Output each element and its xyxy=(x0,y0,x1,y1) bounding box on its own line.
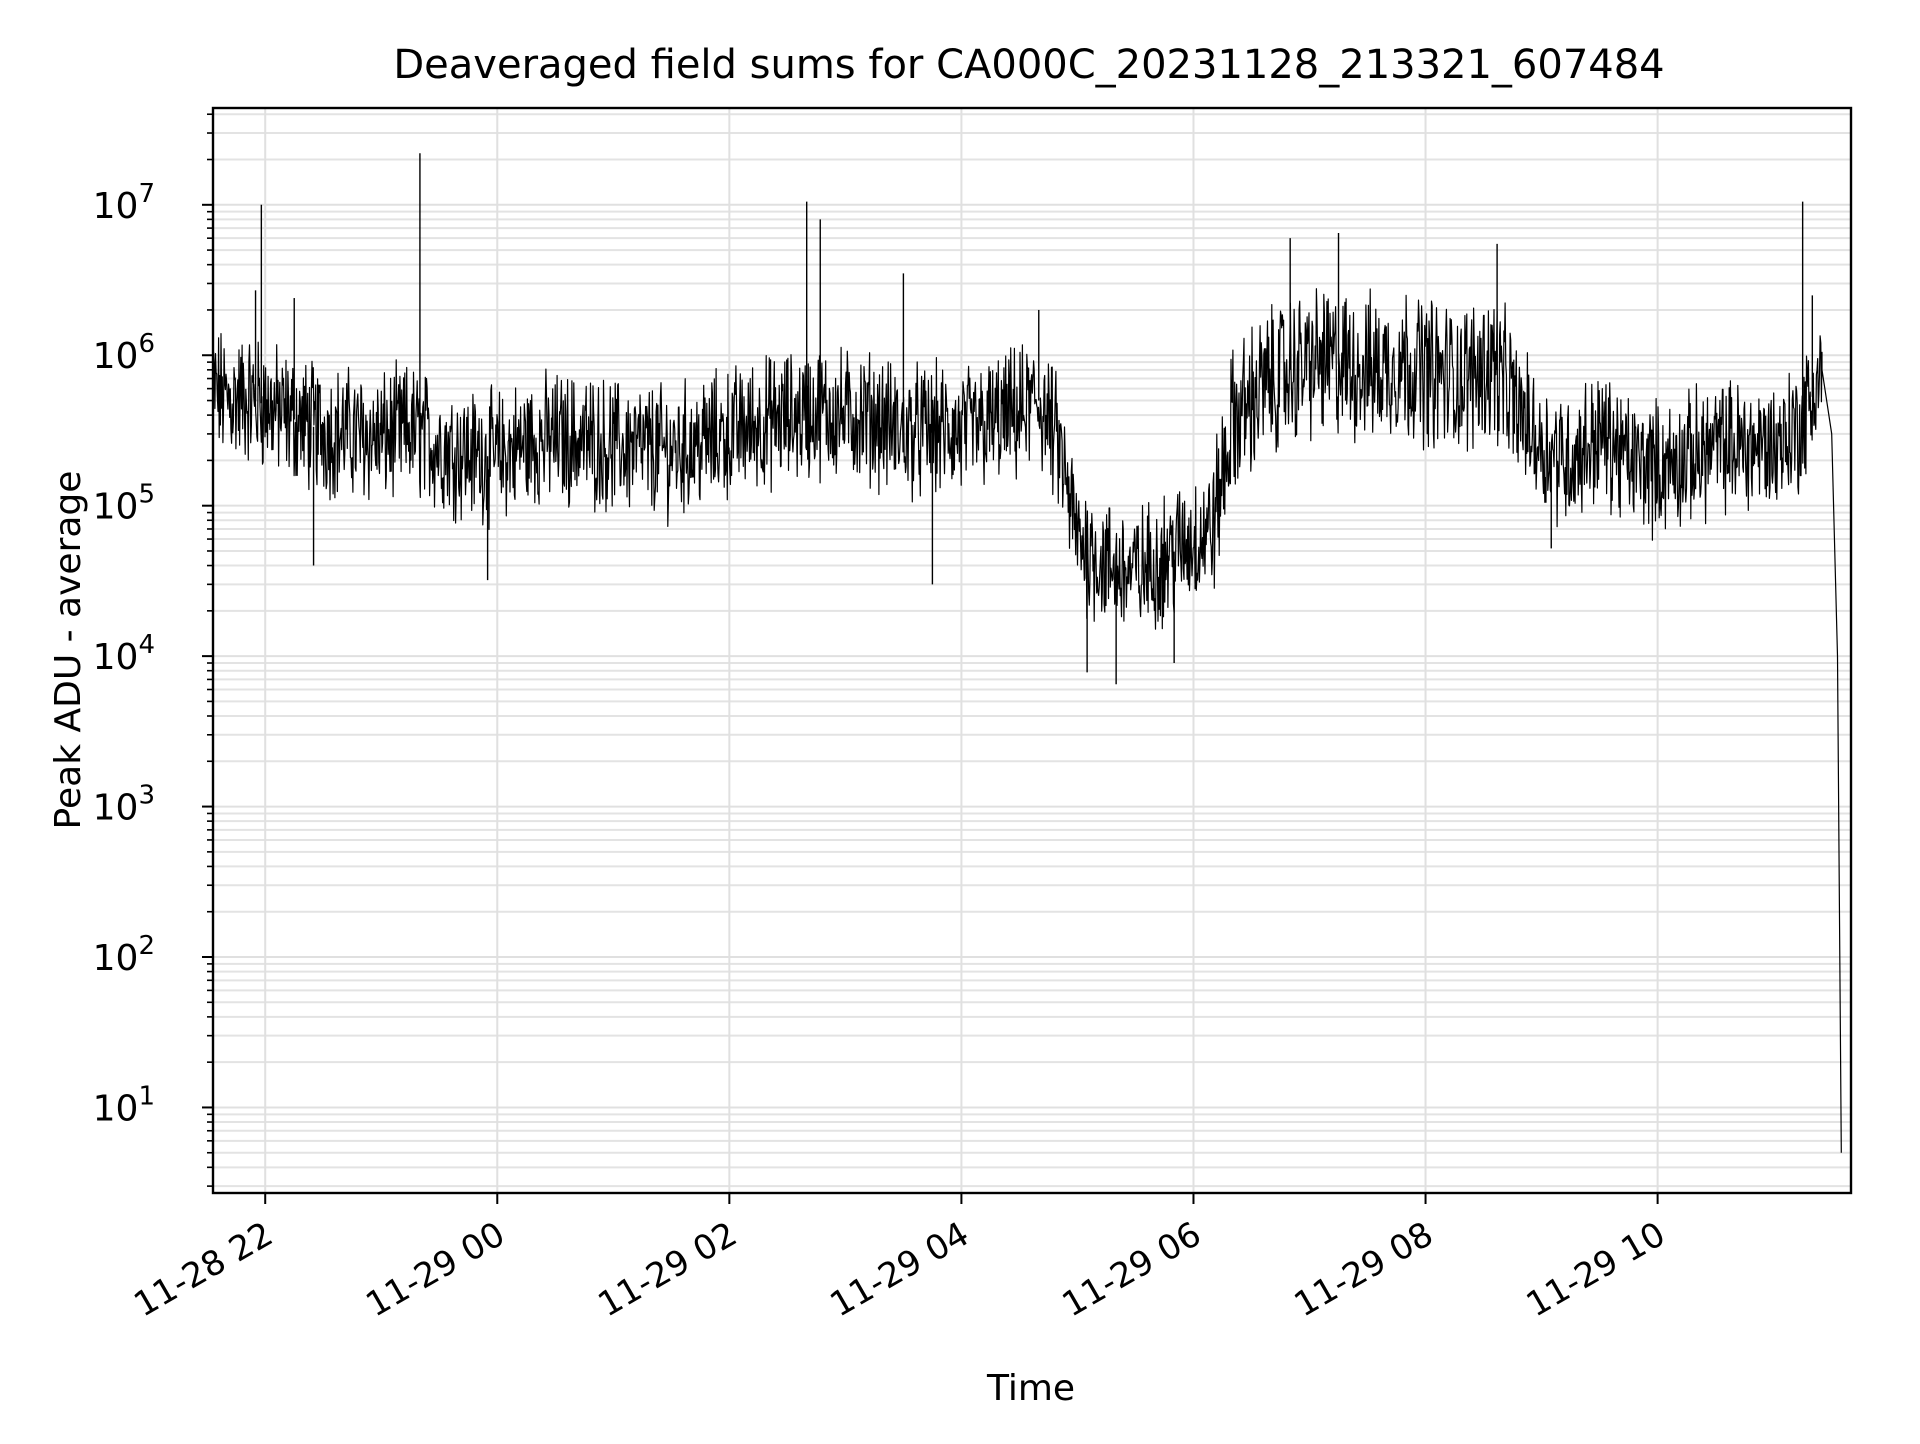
y-tick-label: 107 xyxy=(93,179,155,227)
x-tick-label: 11-29 04 xyxy=(824,1214,976,1325)
y-tick-label: 101 xyxy=(93,1081,155,1129)
x-tick-label: 11-29 06 xyxy=(1056,1214,1208,1325)
major-gridlines xyxy=(213,108,1851,1193)
minor-gridlines xyxy=(213,113,1851,1188)
x-axis: 11-28 22 11-29 00 11-29 02 11-29 04 11-29 06… xyxy=(127,1193,1672,1325)
y-axis-label: Peak ADU - average xyxy=(48,471,89,830)
y-tick-label: 104 xyxy=(93,630,155,678)
chart-title: Deaveraged field sums for CA000C_2023112… xyxy=(393,42,1664,88)
x-tick-label: 11-29 00 xyxy=(359,1214,511,1325)
y-tick-exponent: 3 xyxy=(138,781,155,811)
y-tick-label: 105 xyxy=(93,480,155,528)
y-tick-exponent: 4 xyxy=(138,630,155,660)
x-tick-label: 11-29 08 xyxy=(1288,1214,1440,1325)
y-tick-label: 102 xyxy=(93,931,155,979)
x-axis-label: Time xyxy=(986,1368,1075,1409)
x-tick-label: 11-29 02 xyxy=(591,1214,743,1325)
series-line xyxy=(212,288,1842,1153)
y-tick-exponent: 6 xyxy=(138,329,155,359)
plot-frame xyxy=(211,106,1853,1195)
y-axis: 101 102 103 104 105 106 107 xyxy=(93,113,213,1187)
y-tick-exponent: 2 xyxy=(138,931,155,961)
y-tick-label: 103 xyxy=(93,781,155,829)
y-tick-exponent: 7 xyxy=(138,179,155,209)
data-series xyxy=(212,153,1842,1153)
x-tick-label: 11-28 22 xyxy=(127,1214,279,1325)
y-tick-label: 106 xyxy=(93,329,155,377)
y-tick-exponent: 5 xyxy=(138,480,155,510)
x-tick-label: 11-29 10 xyxy=(1520,1214,1672,1325)
y-tick-exponent: 1 xyxy=(138,1081,155,1111)
